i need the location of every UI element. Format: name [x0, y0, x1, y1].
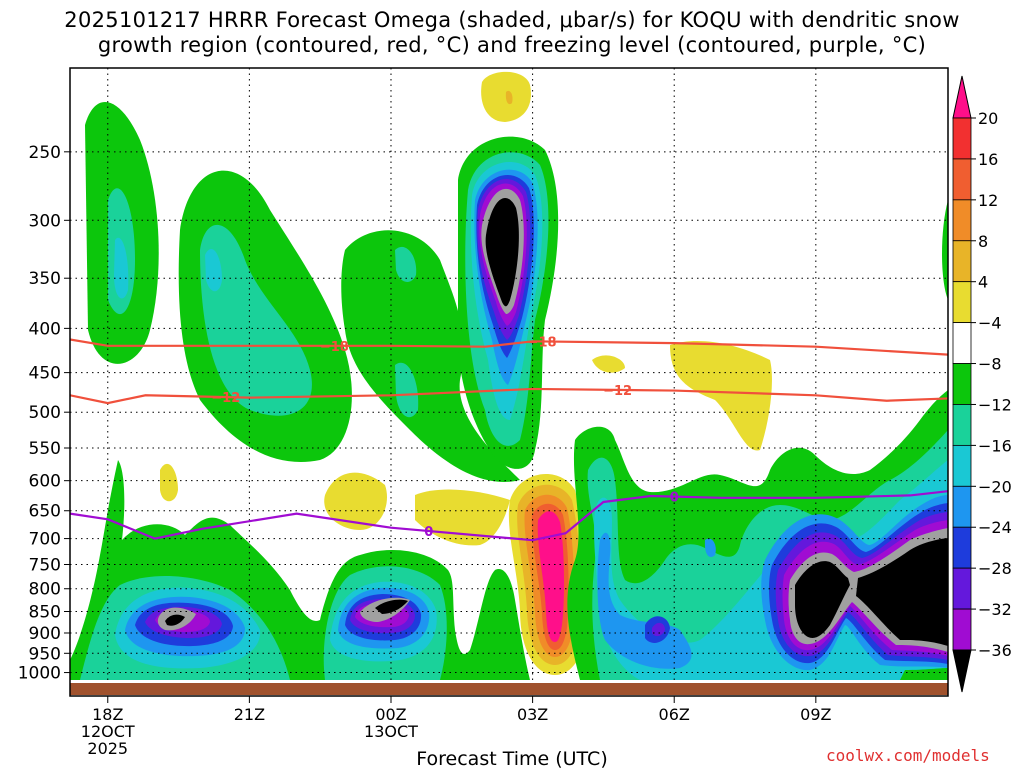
shade-region — [485, 198, 519, 307]
credit-text: coolwx.com/models — [826, 746, 990, 765]
colorbar-label: −28 — [978, 559, 1012, 578]
x-axis-title: Forecast Time (UTC) — [416, 748, 608, 770]
grid-lines — [70, 68, 948, 680]
shade-region — [652, 622, 665, 637]
y-tick-label: 1000 — [18, 664, 61, 684]
y-tick-label: 400 — [29, 319, 61, 339]
contour-label: −12 — [211, 391, 240, 406]
x-tick-label: 21Z — [234, 705, 265, 724]
shade-region — [900, 668, 948, 680]
colorbar-box — [952, 281, 972, 324]
y-tick-label: 500 — [29, 403, 61, 423]
shade-region — [324, 472, 388, 530]
colorbar-box — [952, 240, 972, 283]
colorbar-label: 12 — [978, 191, 998, 210]
ground-strip — [70, 683, 948, 695]
colorbar-box — [952, 158, 972, 201]
shade-region — [160, 463, 178, 502]
colorbar: 20 16 12 8 4 −4 −8 −12 −16 −20 −24 −28 −32 −36 — [952, 75, 1012, 693]
shade-region — [205, 249, 222, 292]
contour-label: 0 — [424, 525, 433, 540]
shade-region — [395, 362, 419, 418]
colorbar-box — [952, 485, 972, 528]
shade-region — [597, 532, 692, 669]
omega-shading — [70, 71, 948, 680]
colorbar-box — [952, 526, 972, 569]
shade-region — [537, 511, 565, 642]
y-tick-label: 450 — [29, 364, 61, 384]
shade-region — [670, 340, 772, 451]
colorbar-label: 20 — [978, 109, 998, 128]
x-tick-date: 12OCT — [81, 722, 135, 741]
shade-region — [114, 237, 129, 299]
x-tick-label: 06Z — [659, 705, 690, 724]
colorbar-box — [952, 117, 972, 160]
y-tick-label: 250 — [29, 143, 61, 163]
y-tick-label: 550 — [29, 439, 61, 459]
colorbar-box — [952, 567, 972, 610]
colorbar-box — [952, 404, 972, 446]
colorbar-label: 4 — [978, 273, 988, 292]
colorbar-label: −24 — [978, 518, 1012, 537]
x-tick-label: 09Z — [800, 705, 831, 724]
shade-region — [505, 90, 513, 105]
y-tick-label: 300 — [29, 211, 61, 231]
colorbar-box — [952, 199, 972, 242]
contour-line — [70, 490, 948, 542]
shade-region — [795, 561, 850, 638]
colorbar-label: −36 — [978, 641, 1012, 660]
colorbar-min-triangle — [952, 649, 972, 693]
y-tick-label: 650 — [29, 502, 61, 522]
y-tick-label: 900 — [29, 624, 61, 644]
contour-line — [70, 338, 948, 356]
shade-region — [856, 538, 948, 646]
contour-label: 0 — [670, 491, 679, 506]
y-tick-label: 950 — [29, 644, 61, 664]
y-tick-label: 800 — [29, 580, 61, 600]
colorbar-label: 16 — [978, 150, 998, 169]
colorbar-label: −20 — [978, 477, 1012, 496]
shade-region — [592, 355, 625, 373]
x-tick-label: 03Z — [517, 705, 548, 724]
colorbar-label: −12 — [978, 395, 1012, 414]
contour-label: −18 — [528, 335, 557, 350]
colorbar-label: −32 — [978, 600, 1012, 619]
shade-region — [200, 224, 312, 416]
chart-title-line-1: 2025101217 HRRR Forecast Omega (shaded, … — [64, 8, 960, 32]
contour-line — [70, 387, 948, 405]
plot-frame — [69, 67, 949, 697]
colorbar-label: −4 — [978, 314, 1002, 333]
y-tick-label: 750 — [29, 555, 61, 575]
colorbar-max-triangle — [952, 75, 972, 119]
y-tick-label: 600 — [29, 472, 61, 492]
x-tick-year: 2025 — [87, 739, 128, 758]
y-tick-label: 850 — [29, 603, 61, 623]
colorbar-label: −8 — [978, 355, 1002, 374]
shade-region — [395, 246, 417, 282]
colorbar-label: −16 — [978, 436, 1012, 455]
x-tick-date: 13OCT — [364, 722, 418, 741]
colorbar-box — [952, 444, 972, 487]
x-tick-label: 00Z — [375, 705, 406, 724]
y-tick-label: 700 — [29, 530, 61, 550]
chart-title-line-2: growth region (contoured, red, °C) and f… — [97, 33, 927, 57]
contour-lines: −18 −18 −12 −12 0 0 — [70, 335, 948, 542]
shade-region — [165, 614, 185, 626]
colorbar-box — [952, 322, 972, 364]
y-axis: 2503003504004505005506006507007508008509… — [18, 143, 70, 684]
shade-region — [375, 599, 408, 614]
shade-region — [942, 200, 948, 300]
y-tick-label: 350 — [29, 269, 61, 289]
contour-label: −18 — [320, 340, 349, 355]
x-tick-label: 18Z — [92, 705, 123, 724]
shade-region — [341, 230, 520, 482]
shade-region — [704, 538, 716, 558]
contour-label: −12 — [603, 384, 632, 399]
colorbar-box — [952, 608, 972, 651]
colorbar-box — [952, 363, 972, 405]
colorbar-label: 8 — [978, 232, 988, 251]
